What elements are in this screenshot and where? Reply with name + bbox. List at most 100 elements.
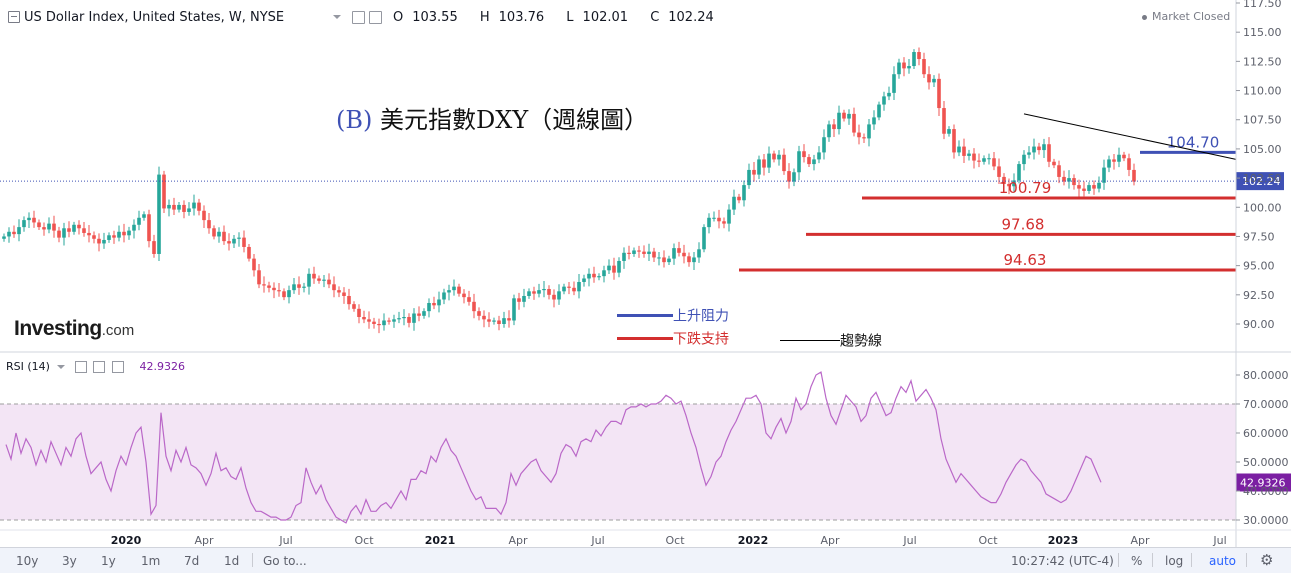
candle-body (312, 273, 316, 279)
candle-body (177, 204, 181, 210)
candle-body (507, 318, 511, 321)
rsi-tick-label: 60.0000 (1243, 427, 1289, 440)
candle-body (977, 160, 981, 162)
candle-body (642, 251, 646, 254)
market-status: Market Closed (1142, 10, 1230, 23)
candle-body (662, 257, 666, 263)
candle-body (382, 320, 386, 326)
candle-body (1047, 144, 1051, 162)
candle-body (802, 151, 806, 158)
candle-body (137, 217, 141, 225)
candle-body (472, 301, 476, 312)
candle-body (112, 235, 116, 238)
price-tick-label: 92.50 (1243, 289, 1275, 302)
candle-body (152, 241, 156, 254)
candle-body (462, 293, 466, 298)
candle-body (172, 204, 176, 210)
candle-body (452, 286, 456, 291)
candle-body (197, 202, 201, 211)
gear-icon[interactable]: ⚙ (1260, 551, 1274, 569)
candle-body (492, 320, 496, 322)
candle-body (812, 159, 816, 165)
candle-body (1087, 185, 1091, 191)
candle-body (477, 311, 481, 316)
candle-body (287, 290, 291, 298)
candle-body (862, 137, 866, 139)
symbol-title: US Dollar Index, United States, W, NYSE (24, 10, 285, 25)
price-tick-label: 100.00 (1243, 201, 1282, 214)
candle-body (457, 286, 461, 294)
rsi-label: RSI (14) (6, 360, 50, 373)
candle-body (292, 284, 296, 291)
collapse-icon[interactable] (8, 11, 20, 23)
close-icon[interactable] (111, 361, 124, 373)
support-level-label: 94.63 (1004, 251, 1047, 269)
candle-body (357, 308, 361, 317)
goto-button[interactable]: Go to... (263, 554, 307, 568)
candle-body (202, 210, 206, 221)
settings-icon[interactable] (93, 361, 106, 373)
trendline (1023, 113, 1237, 160)
chevron-down-icon[interactable] (333, 15, 341, 19)
chevron-down-icon[interactable] (57, 365, 66, 369)
auto-toggle[interactable]: auto (1209, 554, 1237, 568)
candle-body (192, 202, 196, 209)
candle-body (707, 217, 711, 228)
percent-toggle[interactable]: % (1131, 554, 1143, 568)
candle-body (332, 284, 336, 291)
candle-body (672, 248, 676, 259)
eye-icon[interactable] (74, 361, 87, 373)
eye-icon[interactable] (352, 11, 365, 24)
range-7d-button[interactable]: 7d (184, 554, 200, 568)
candle-body (717, 217, 721, 222)
candle-body (587, 273, 591, 279)
candle-body (782, 154, 786, 172)
time-tick-label: Oct (978, 534, 998, 547)
candle-body (937, 78, 941, 109)
candle-body (1107, 159, 1111, 168)
range-1d-button[interactable]: 1d (224, 554, 240, 568)
candle-body (412, 313, 416, 323)
candle-body (62, 228, 66, 238)
candle-body (22, 220, 26, 228)
candle-body (117, 231, 121, 238)
time-tick-label: Apr (508, 534, 528, 547)
candle-body (522, 295, 526, 302)
price-tick-label: 90.00 (1243, 318, 1275, 331)
candle-body (1037, 146, 1041, 151)
candle-body (82, 228, 86, 233)
candle-body (792, 172, 796, 182)
range-1y-button[interactable]: 1y (101, 554, 116, 568)
candle-body (162, 174, 166, 209)
ohlc-close: C 102.24 (650, 10, 714, 25)
candle-body (257, 270, 261, 285)
candle-body (547, 288, 551, 295)
candle-body (1127, 158, 1131, 170)
candle-body (2, 236, 6, 239)
settings-icon[interactable] (369, 11, 382, 24)
candle-body (497, 320, 501, 324)
range-3y-button[interactable]: 3y (62, 554, 77, 568)
candle-body (1112, 159, 1116, 162)
candle-body (147, 214, 151, 242)
candle-body (362, 316, 366, 320)
candle-body (57, 230, 61, 238)
candle-body (47, 223, 51, 230)
candle-body (657, 257, 661, 259)
time-tick-label: Apr (820, 534, 840, 547)
candle-body (1012, 180, 1016, 187)
log-toggle[interactable]: log (1165, 554, 1184, 568)
range-10y-button[interactable]: 10y (16, 554, 39, 568)
annotation-title: (B) 美元指數DXY（週線圖） (336, 100, 648, 135)
candle-body (957, 146, 961, 153)
candle-body (582, 278, 586, 282)
candle-body (167, 204, 171, 209)
candle-body (1077, 185, 1081, 189)
candle-body (932, 78, 936, 83)
range-1m-button[interactable]: 1m (141, 554, 161, 568)
candle-body (842, 112, 846, 119)
rsi-last-label: 42.9326 (1240, 476, 1286, 489)
ohlc-readout: O 103.55 H 103.76 L 102.01 C 102.24 (393, 10, 732, 25)
